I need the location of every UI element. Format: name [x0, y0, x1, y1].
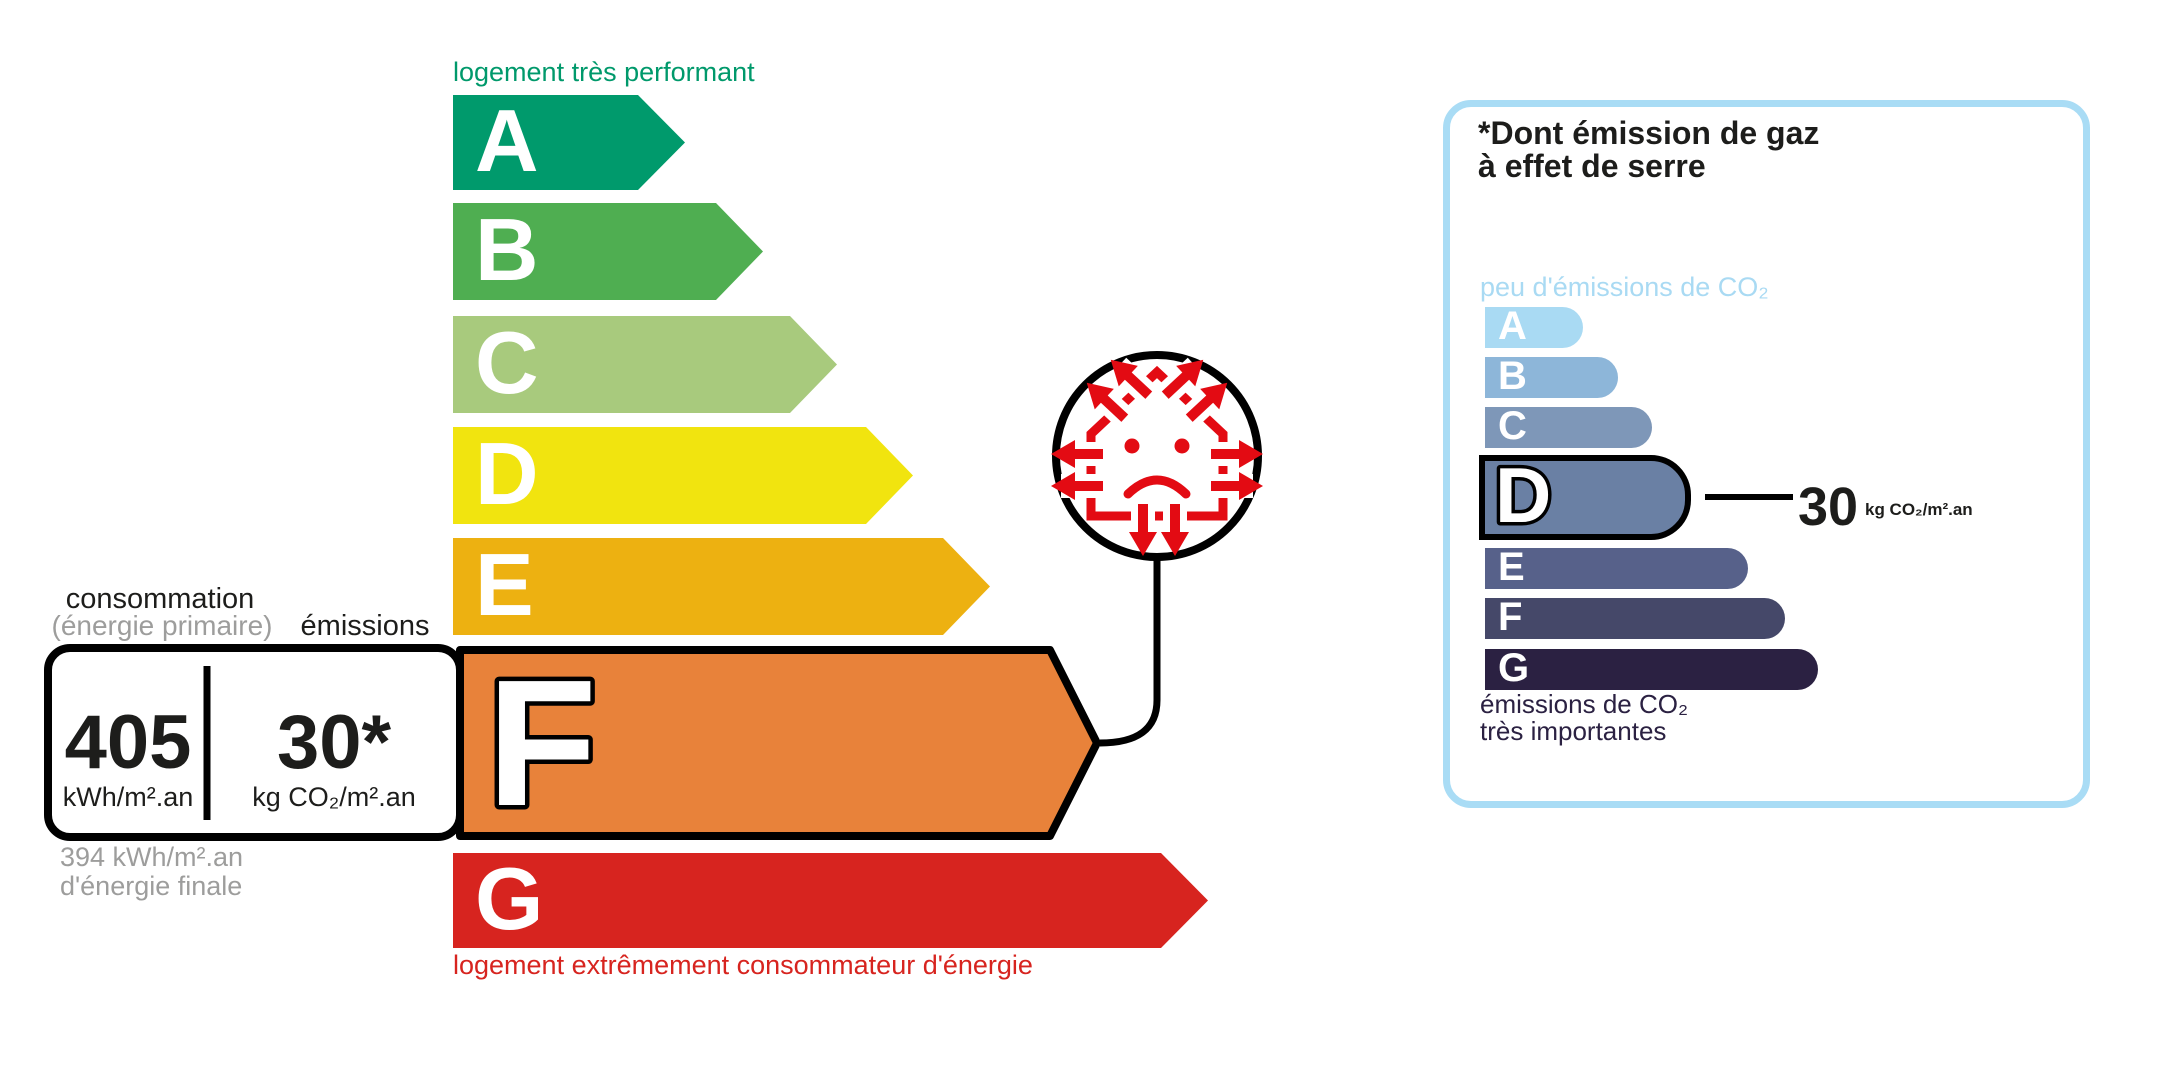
co2-bar-letter-D: D	[1495, 451, 1551, 539]
energy-bar-letter-F: F	[487, 643, 597, 844]
top-performance-label: logement très performant	[453, 57, 755, 87]
energy-bar-E: E	[453, 538, 990, 635]
energy-bar-G: G	[453, 853, 1208, 948]
co2-bar-E: E	[1485, 544, 1748, 589]
house-frown-mouth	[1123, 475, 1191, 499]
energy-bar-C: C	[453, 316, 837, 413]
co2-bar-letter-F: F	[1498, 594, 1523, 639]
co2-bottom-line2: très importantes	[1480, 716, 1667, 746]
co2-bar-A: A	[1485, 303, 1583, 348]
consumption-label: consommation	[65, 583, 255, 615]
primary-energy-label: (énergie primaire)	[51, 610, 273, 641]
sad-house-heat-loss-icon	[1051, 349, 1263, 556]
energy-bar-letter-E: E	[475, 534, 534, 634]
emissions-unit: kg CO₂/m².an	[252, 782, 416, 812]
energy-bar-D: D	[453, 427, 913, 524]
house-eye-right	[1174, 438, 1190, 454]
co2-bar-letter-A: A	[1498, 303, 1527, 348]
current-class-row: 405 kWh/m².an 30* kg CO₂/m².an F	[44, 639, 1101, 849]
co2-panel-title: *Dont émission de gaz à effet de serre	[1478, 117, 1819, 183]
co2-title-line1: *Dont émission de gaz	[1478, 115, 1820, 151]
co2-emissions-panel: *Dont émission de gaz à effet de serre p…	[1443, 100, 2090, 808]
co2-bar-F: F	[1485, 594, 1785, 639]
co2-bar-D-current: D	[1479, 447, 1691, 542]
primary-energy-unit: kWh/m².an	[63, 782, 194, 812]
co2-bar-C: C	[1485, 403, 1652, 448]
co2-low-emissions-label: peu d'émissions de CO₂	[1480, 272, 1769, 302]
co2-bottom-line1: émissions de CO₂	[1480, 689, 1689, 719]
co2-callout-unit: kg CO₂/m².an	[1865, 500, 1973, 519]
primary-energy-value: 405	[65, 700, 192, 785]
final-energy-note: 394 kWh/m².an d'énergie finale	[60, 843, 243, 901]
co2-bar-letter-G: G	[1498, 645, 1530, 690]
co2-bar-letter-B: B	[1498, 353, 1527, 398]
co2-high-emissions-label: émissions de CO₂ très importantes	[1480, 691, 1688, 745]
energy-bar-letter-C: C	[475, 312, 539, 412]
house-eye-left	[1124, 438, 1140, 454]
co2-title-line2: à effet de serre	[1478, 148, 1706, 184]
energy-bar-letter-A: A	[475, 90, 539, 190]
emissions-label: émissions	[300, 610, 430, 642]
co2-callout-line	[1705, 494, 1793, 500]
co2-bar-G: G	[1485, 645, 1818, 690]
house-badge	[1000, 345, 1300, 747]
co2-bar-B: B	[1485, 353, 1618, 398]
emissions-value: 30*	[277, 700, 392, 785]
energy-bar-letter-D: D	[475, 423, 539, 523]
bottom-performance-label: logement extrêmement consommateur d'éner…	[453, 950, 1033, 980]
co2-callout-value: 30	[1798, 477, 1859, 537]
co2-bar-letter-E: E	[1498, 544, 1525, 589]
energy-bar-A: A	[453, 95, 685, 190]
energy-bar-letter-G: G	[475, 848, 544, 948]
final-energy-line1: 394 kWh/m².an	[60, 842, 244, 872]
energy-bar-F	[456, 646, 1101, 840]
co2-bar-letter-C: C	[1498, 403, 1527, 448]
badge-connector-line	[1099, 557, 1161, 747]
energy-bar-letter-B: B	[475, 199, 539, 299]
energy-bar-B: B	[453, 203, 763, 300]
final-energy-line2: d'énergie finale	[60, 871, 243, 901]
